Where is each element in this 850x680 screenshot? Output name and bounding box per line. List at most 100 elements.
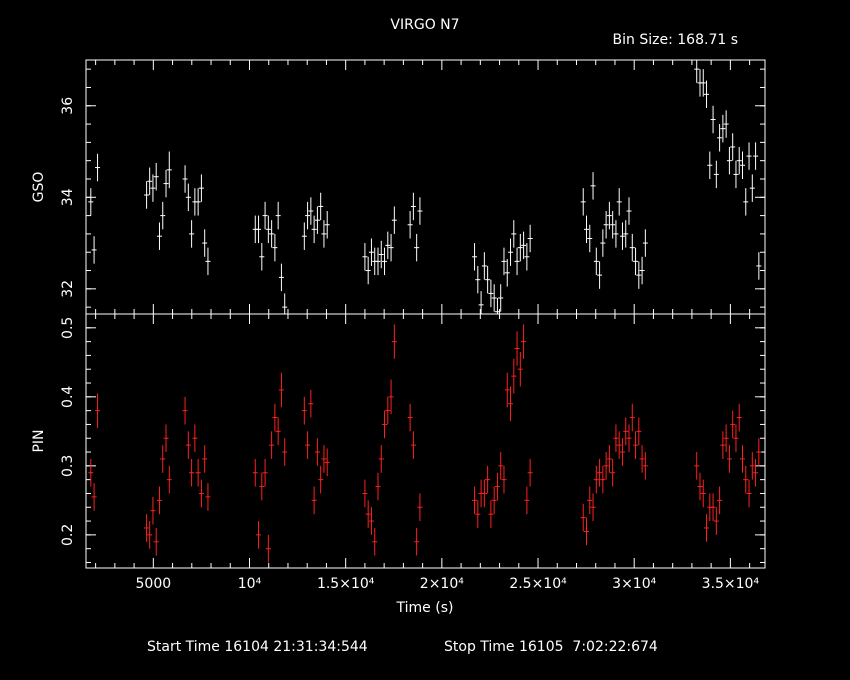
gso-y-tick-label: 34: [60, 188, 76, 206]
gso-data-point: [144, 181, 150, 209]
pin-data-point: [733, 424, 739, 453]
gso-data-point: [382, 247, 388, 276]
pin-data-point: [488, 500, 494, 528]
gso-data-point: [743, 188, 749, 216]
gso-data-point: [321, 220, 327, 248]
gso-data-point: [508, 238, 514, 266]
pin-data-point: [494, 472, 500, 501]
gso-data-point: [713, 160, 719, 189]
pin-data-point: [704, 514, 710, 542]
chart-title: VIRGO N7: [390, 17, 459, 33]
gso-panel: 32 34 36: [60, 59, 766, 315]
gso-data-point: [700, 69, 706, 97]
gso-data-point: [301, 222, 307, 250]
pin-data-point: [324, 448, 330, 477]
gso-data-point: [311, 215, 317, 244]
pin-data-point: [633, 431, 639, 459]
gso-data-point: [726, 146, 732, 175]
gso-data-point: [736, 146, 742, 175]
pin-data-point: [301, 396, 307, 425]
pin-data-point: [590, 493, 596, 522]
gso-data-point: [717, 124, 723, 152]
pin-data-point: [749, 452, 755, 480]
x-tick-label: 2×10⁴: [420, 576, 464, 592]
pin-data-point: [189, 458, 195, 487]
pin-data-point: [311, 486, 317, 515]
pin-data-point: [580, 503, 586, 532]
pin-data-point: [166, 465, 172, 494]
pin-data-point: [524, 486, 530, 515]
pin-data-point: [185, 431, 191, 459]
gso-data-point: [517, 233, 523, 262]
gso-data-point: [749, 174, 755, 202]
gso-data-point: [182, 165, 188, 193]
gso-data-point: [259, 243, 265, 271]
pin-data-point: [88, 458, 94, 487]
gso-data-point: [278, 263, 284, 292]
gso-data-point: [265, 215, 271, 244]
gso-data-point: [153, 162, 159, 191]
gso-data-point: [597, 261, 603, 289]
gso-data-point: [511, 220, 517, 248]
x-tick-label: 10⁴: [238, 576, 262, 592]
pin-data-point: [153, 527, 159, 556]
gso-data-point: [417, 197, 423, 225]
gso-data-point: [636, 261, 642, 289]
gso-data-point: [739, 151, 745, 179]
gso-data-point: [527, 224, 533, 253]
pin-data-point: [163, 424, 169, 453]
pin-data-point: [407, 403, 413, 432]
gso-data-point: [410, 192, 416, 221]
pin-data-point: [269, 431, 275, 459]
pin-data-point: [710, 493, 716, 522]
pin-data-point: [723, 424, 729, 453]
gso-data-point: [95, 153, 101, 182]
pin-data-point: [642, 452, 648, 480]
pin-data-point: [150, 496, 156, 525]
gso-data-point: [166, 151, 172, 189]
gso-data-point: [694, 60, 700, 83]
pin-data-point: [388, 379, 394, 415]
gso-data-point: [318, 192, 324, 221]
gso-data-point: [365, 256, 371, 285]
gso-data-point: [163, 169, 169, 198]
gso-data-point: [583, 215, 589, 244]
pin-data-point: [475, 500, 481, 528]
gso-data-point: [710, 105, 716, 134]
gso-data-point: [378, 240, 384, 269]
pin-data-point: [597, 458, 603, 487]
pin-data-point: [282, 438, 288, 466]
pin-data-point: [726, 445, 732, 473]
gso-data-point: [639, 256, 645, 285]
gso-data-point: [603, 211, 609, 239]
pin-data-point: [694, 452, 700, 480]
pin-y-tick-label: 0.2: [60, 524, 76, 546]
x-tick-label: 3.5×10⁴: [702, 576, 760, 592]
pin-data-point: [756, 438, 762, 466]
pin-data-point: [314, 438, 320, 466]
pin-data-point: [606, 445, 612, 473]
gso-y-tick-label: 36: [60, 97, 76, 115]
pin-data-point: [639, 445, 645, 473]
pin-data-point: [156, 486, 162, 515]
gso-data-point: [600, 229, 606, 257]
pin-data-point: [697, 472, 703, 501]
pin-data-point: [256, 521, 262, 549]
pin-data-point: [391, 324, 397, 359]
gso-data-point: [494, 297, 500, 314]
pin-data-point: [265, 534, 271, 563]
gso-data-point: [756, 252, 762, 280]
pin-data-point: [743, 465, 749, 494]
pin-data-point: [508, 386, 514, 421]
pin-data-point: [746, 479, 752, 508]
pin-y-tick-label: 0.5: [60, 317, 76, 339]
pin-data-point: [305, 431, 311, 459]
pin-data-point: [318, 465, 324, 494]
pin-data-point: [472, 486, 478, 515]
pin-data-point: [593, 465, 599, 494]
pin-data-point: [252, 458, 258, 487]
pin-data-point: [603, 452, 609, 480]
pin-data-point: [205, 483, 211, 511]
gso-data-point: [753, 142, 759, 170]
gso-data-point: [91, 236, 97, 264]
